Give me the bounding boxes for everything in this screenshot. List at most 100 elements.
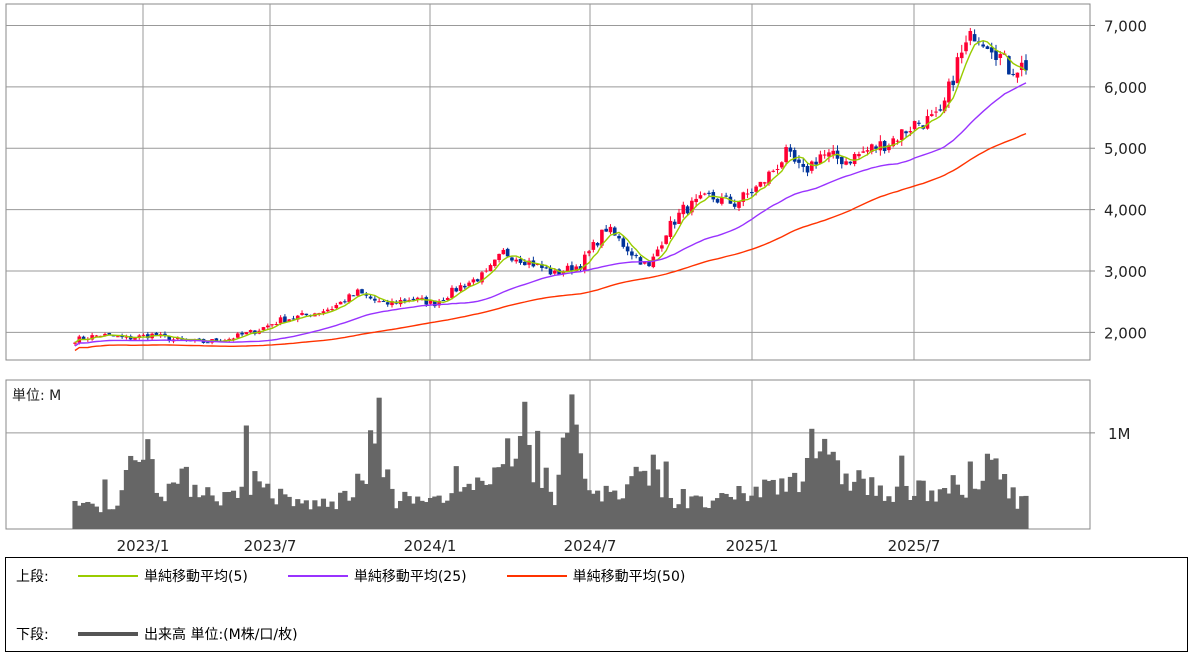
candle-body [634,255,638,257]
candle-body [750,191,754,194]
volume-bar [813,458,819,529]
candle-body [625,246,630,252]
volume-bar [685,508,691,529]
volume-bar [860,478,866,529]
volume-bar [595,490,601,529]
candle-body [660,245,664,249]
legend-swatch-sma25 [287,575,348,577]
candle-body [557,269,561,275]
candle-body [351,295,356,297]
volume-bar [188,496,194,529]
volume-bar [248,494,254,529]
candle-body [895,140,900,142]
volume-bar [655,469,661,529]
candle-body [73,342,77,344]
candle-body [283,316,287,323]
volume-bar [577,453,584,529]
volume-bar [166,483,172,529]
volume-bar [984,453,991,529]
volume-bar [706,508,712,529]
volume-bar [804,457,811,529]
volume-bar [432,496,438,529]
candle-body [720,197,724,204]
candle-body [831,150,836,155]
volume-bar [132,460,138,529]
candle-body [668,220,673,237]
volume-bar [744,501,751,529]
candle-body [989,47,994,53]
moving-average-line-25 [74,82,1027,347]
candle-body [899,129,904,140]
volume-bar [817,451,823,529]
volume-bar [980,480,986,529]
volume-bar [350,497,357,529]
volume-bar [466,483,472,529]
candle-body [827,152,831,157]
candle-body [141,334,146,336]
candle-body [403,299,407,301]
moving-average-line-50 [74,132,1027,352]
volume-bar [877,485,883,529]
candle-body [642,261,647,264]
volume-bar [509,466,515,529]
candle-body [715,198,720,203]
candle-body [702,193,707,195]
volume-bar [924,501,931,529]
volume-bar [397,500,404,529]
x-tick-label: 2023/1 [117,537,170,555]
volume-bar [886,496,892,529]
volume-bar [402,491,408,529]
volume-bar [213,501,219,529]
volume-bar [650,454,656,529]
legend-text-volume: 出来高 単位:(M株/口/枚) [144,627,298,643]
volume-bar [637,471,644,529]
candle-body [146,334,150,339]
candle-body [968,31,973,41]
legend-item-sma5: 単純移動平均(5) [78,566,248,586]
volume-bar [427,497,434,529]
volume-bar [680,488,686,529]
volume-bar [766,481,772,529]
candle-body [917,122,921,124]
volume-bar [153,492,159,529]
candle-body [587,251,591,254]
volume-bar [342,490,348,529]
volume-bar [539,487,545,529]
candle-body [912,121,917,129]
volume-bar [894,486,901,529]
legend-box: 上段: 単純移動平均(5) 単純移動平均(25) 単純移動平均(50) 下段: … [5,557,1188,652]
volume-bar [278,488,284,529]
price-y-tick-label: 6,000 [1104,79,1147,97]
volume-bar [929,490,935,529]
candle-body [154,332,159,336]
candle-body [518,258,523,263]
volume-bar [800,481,806,529]
volume-bar [646,485,652,529]
volume-bar [299,503,305,529]
volume-bar [963,497,969,529]
volume-bar [475,477,481,529]
x-tick-label: 2023/7 [244,537,297,555]
candle-body [574,266,579,272]
candle-body [1019,62,1024,71]
candle-body [497,253,501,260]
legend-swatch-sma5 [78,575,138,577]
volume-unit-label: 単位: M [12,388,61,404]
volume-bar [230,490,237,529]
volume-bar [303,500,309,529]
price-plot-frame [5,3,1091,361]
candle-body [240,332,244,335]
candle-body [510,257,514,261]
candle-body [762,182,767,184]
volume-bar [269,498,275,529]
candle-body [604,228,608,232]
volume-bar [856,470,862,529]
volume-bar [822,438,828,529]
candle-body [163,333,167,336]
candle-body [197,338,202,340]
volume-bar [590,493,596,529]
candle-body [544,267,549,269]
candle-body [428,299,433,304]
volume-bar [380,477,387,529]
volume-bar [993,458,999,529]
